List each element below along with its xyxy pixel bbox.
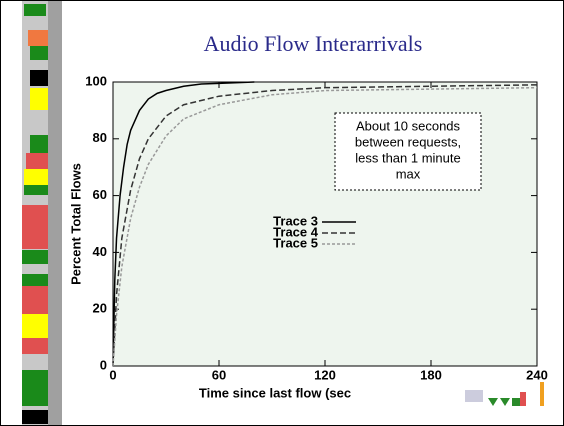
decor-strip	[22, 1, 62, 425]
x-tick-label: 60	[212, 367, 226, 382]
x-tick-label: 240	[526, 367, 548, 382]
y-tick-label: 0	[100, 357, 107, 372]
y-tick-label: 80	[93, 130, 107, 145]
annotation-line: max	[396, 166, 421, 181]
slide: Audio Flow Interarrivals Percent Total F…	[0, 0, 564, 426]
annotation-line: less than 1 minute	[355, 150, 461, 165]
y-axis-label: Percent Total Flows	[68, 163, 83, 285]
y-tick-label: 20	[93, 301, 107, 316]
chart-title: Audio Flow Interarrivals	[204, 31, 423, 56]
y-tick-label: 40	[93, 244, 107, 259]
x-tick-label: 0	[109, 367, 116, 382]
y-tick-label: 60	[93, 187, 107, 202]
annotation-line: between requests,	[355, 134, 461, 149]
x-axis-label: Time since last flow (sec	[199, 385, 351, 400]
y-tick-label: 100	[85, 73, 107, 88]
annotation-line: About 10 seconds	[356, 118, 461, 133]
page: {"chart_data": {"type": "line", "title":…	[0, 0, 564, 426]
x-tick-label: 120	[314, 367, 336, 382]
x-tick-label: 180	[420, 367, 442, 382]
legend-label: Trace 5	[273, 235, 318, 250]
